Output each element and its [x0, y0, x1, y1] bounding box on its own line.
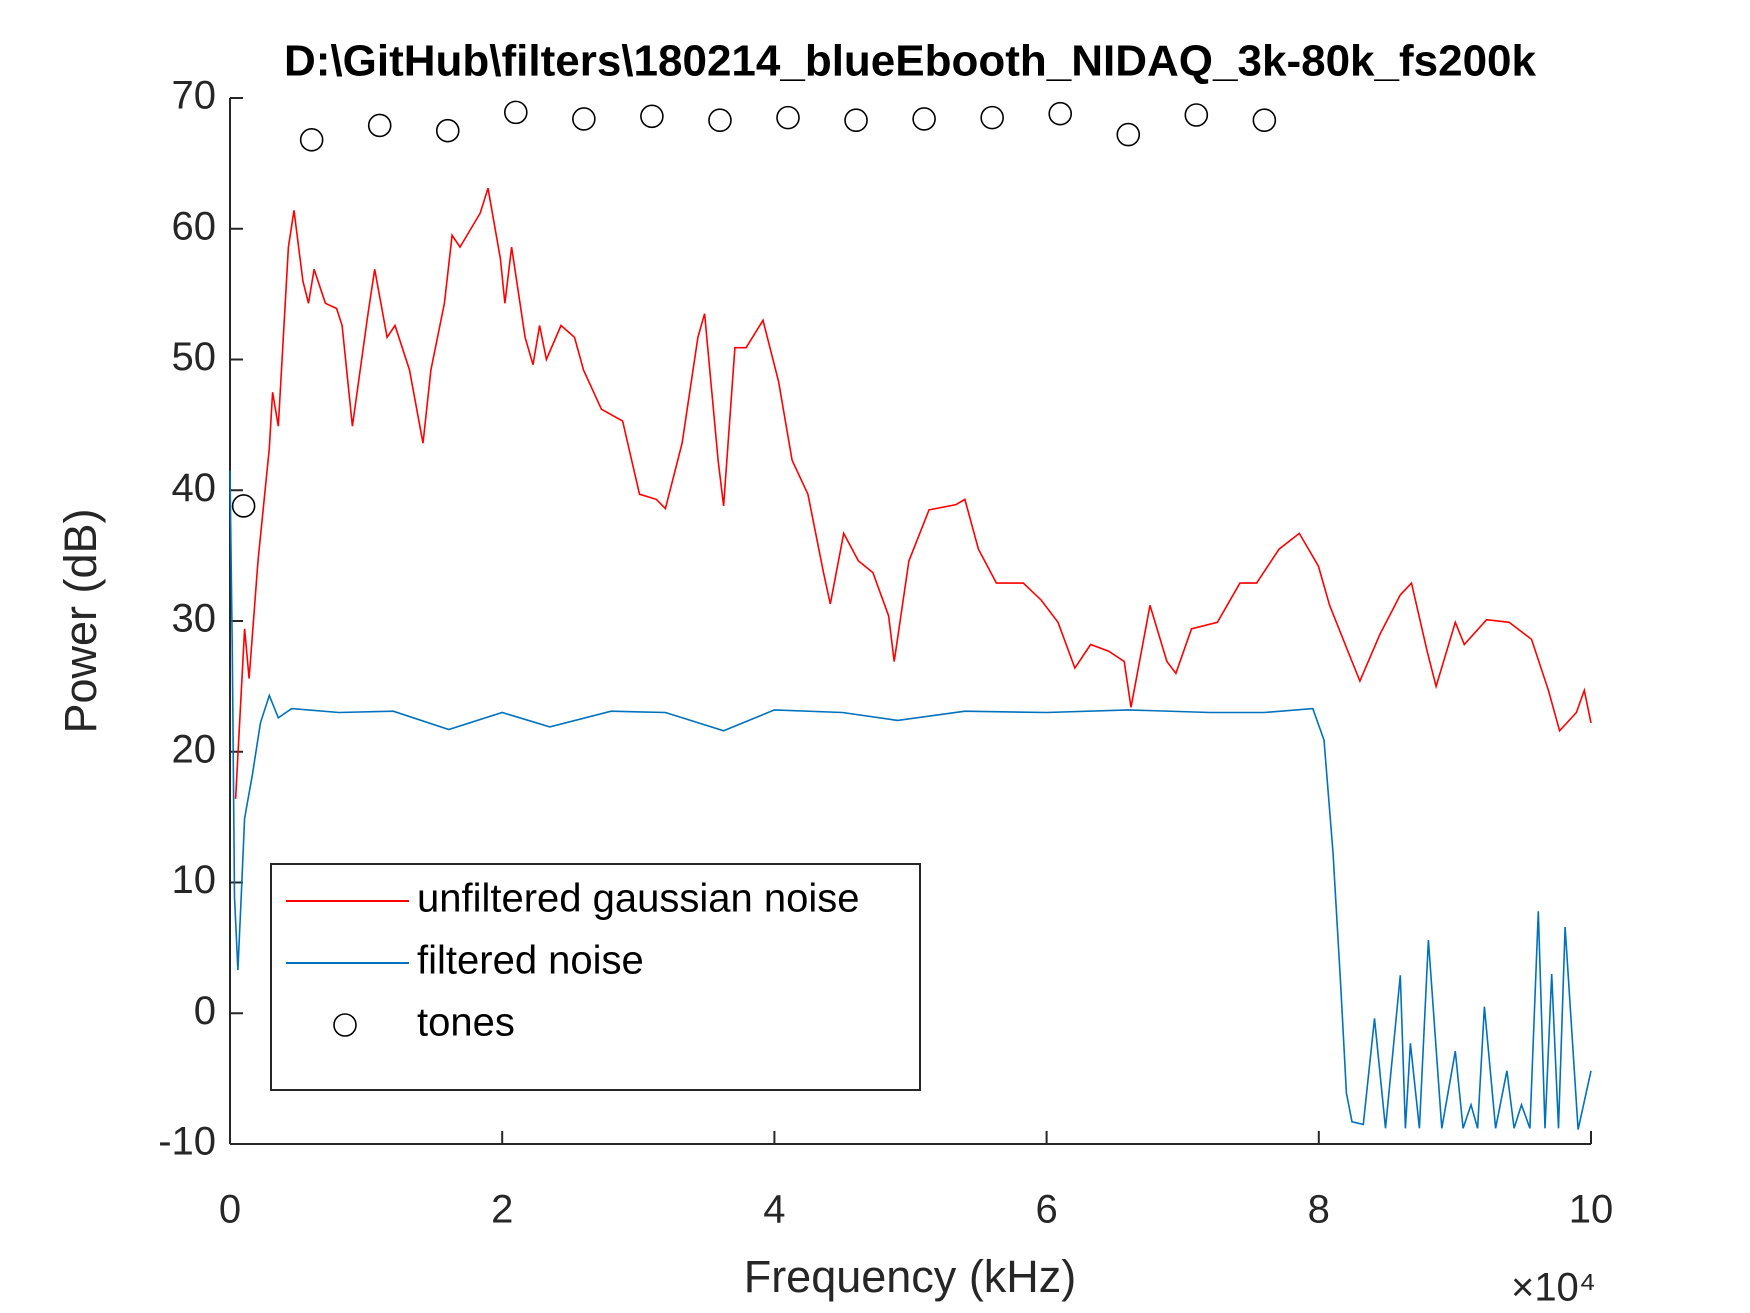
tone-marker [1184, 103, 1209, 127]
x-axis-label: Frequency (kHz) [744, 1251, 1077, 1302]
tone-marker [435, 118, 460, 143]
tone-marker [844, 108, 868, 133]
x-tick-label: 10 [1569, 1188, 1614, 1232]
x-tick-label: 6 [1035, 1188, 1057, 1232]
y-tick-label: 70 [172, 74, 217, 118]
x-tick-label: 0 [219, 1188, 241, 1232]
tone-marker [504, 100, 528, 125]
x-tick-label: 8 [1308, 1188, 1330, 1232]
y-axis-label: Power (dB) [55, 508, 106, 733]
legend: unfiltered gaussian noise filtered noise t… [270, 863, 921, 1091]
y-tick-label: 60 [172, 204, 217, 248]
chart-title: D:\GitHub\filters\180214_blueEbooth_NIDA… [284, 37, 1537, 86]
y-tick-label: 10 [172, 858, 217, 902]
tone-marker [299, 128, 324, 152]
tone-marker [640, 104, 664, 129]
x-exponent: ×10⁴ [1511, 1266, 1596, 1310]
y-tick-label: -10 [158, 1120, 216, 1164]
tone-marker [367, 113, 392, 138]
tone-marker [980, 105, 1004, 130]
legend-label: filtered noise [417, 939, 644, 983]
y-tick-label: 40 [172, 466, 217, 510]
tone-marker [912, 107, 936, 131]
x-tick-label: 2 [491, 1188, 513, 1232]
y-tick-label: 0 [194, 989, 216, 1033]
y-tick-label: 20 [172, 727, 217, 771]
series-line [234, 187, 1592, 799]
legend-marker [333, 1013, 357, 1037]
tone-marker [1252, 108, 1277, 133]
x-tick-label: 4 [763, 1188, 785, 1232]
tone-marker [572, 107, 596, 131]
tone-marker [776, 105, 800, 130]
y-tick-label: 50 [172, 335, 217, 379]
tone-marker [1116, 122, 1141, 147]
series-line [229, 470, 1592, 1130]
tone-marker [708, 108, 732, 133]
legend-label: tones [417, 1001, 515, 1045]
tone-marker [1048, 101, 1073, 126]
tone-marker [231, 494, 256, 518]
y-tick-label: 30 [172, 597, 217, 641]
legend-label: unfiltered gaussian noise [417, 877, 860, 921]
